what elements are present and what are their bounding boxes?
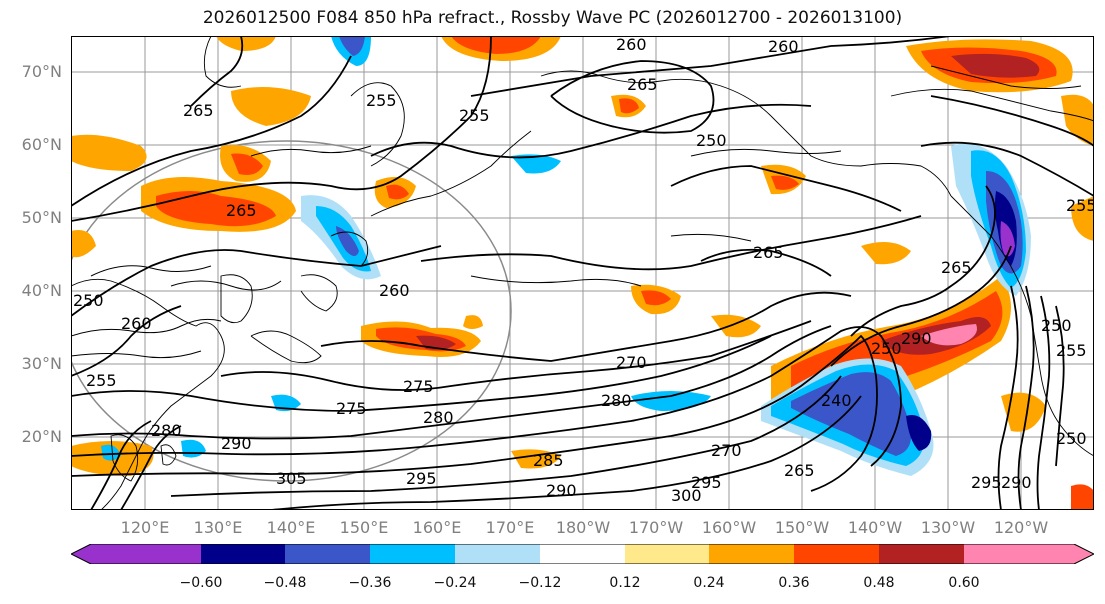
contour-lines-thin <box>71 65 1082 359</box>
colorbar-segment <box>879 544 964 564</box>
contour-lines <box>71 36 1094 510</box>
colorbar-segment <box>625 544 709 564</box>
colorbar-tick-label: −0.36 <box>348 575 392 591</box>
contour-label: 285 <box>533 451 564 470</box>
contour-label: 275 <box>403 377 434 396</box>
contour-label: 305 <box>276 469 307 488</box>
lon-label-150w: 150°W <box>774 518 830 537</box>
map-panel: 260 260 265 265 255 255 250 265 260 265 … <box>71 36 1094 510</box>
contour-label: 240 <box>821 391 852 410</box>
contour-label: 260 <box>121 314 152 333</box>
contour-label: 255 <box>366 91 397 110</box>
contour-label: 295 <box>691 473 722 492</box>
lon-label-140e: 140°E <box>266 518 316 537</box>
colorbar-tick-label: −0.24 <box>433 575 477 591</box>
contour-label: 255 <box>86 371 117 390</box>
colorbar-segment <box>285 544 370 564</box>
reference-circle <box>71 140 512 482</box>
colorbar-tick-label: −0.48 <box>263 575 307 591</box>
contour-label: 265 <box>627 75 658 94</box>
colorbar-tick-label: −0.12 <box>518 575 562 591</box>
contour-label: 250 <box>871 339 902 358</box>
lon-label-130e: 130°E <box>193 518 243 537</box>
colorbar-segment <box>370 544 455 564</box>
contour-labels: 260 260 265 265 255 255 250 265 260 265 … <box>73 36 1094 505</box>
colorbar-tick-label: 0.60 <box>948 575 980 591</box>
lat-label-40n: 40°N <box>21 281 62 300</box>
contour-label: 255 <box>1056 341 1087 360</box>
contour-label: 250 <box>1056 429 1087 448</box>
lon-label-130w: 130°W <box>920 518 976 537</box>
lon-label-160e: 160°E <box>412 518 462 537</box>
lon-label-180w: 180°W <box>555 518 611 537</box>
contour-label: 270 <box>711 441 742 460</box>
colorbar-tick-label: 0.24 <box>693 575 725 591</box>
contour-label: 265 <box>753 243 784 262</box>
contour-label: 290 <box>221 434 252 453</box>
colorbar-segment <box>709 544 794 564</box>
contour-label: 250 <box>1041 316 1072 335</box>
contour-label: 255 <box>1066 196 1094 215</box>
colorbar-segment <box>964 544 1094 564</box>
contour-label: 260 <box>379 281 410 300</box>
colorbar-tick-label: 0.48 <box>863 575 895 591</box>
contour-label: 250 <box>73 291 104 310</box>
anomaly-shading <box>71 36 1094 510</box>
colorbar-segment <box>71 544 201 564</box>
contour-label: 290 <box>901 329 932 348</box>
contour-label: 265 <box>941 258 972 277</box>
contour-label: 265 <box>183 101 214 120</box>
contour-label: 280 <box>423 408 454 427</box>
contour-label: 295 <box>971 473 1002 492</box>
colorbar-segment <box>794 544 879 564</box>
map-canvas: 260 260 265 265 255 255 250 265 260 265 … <box>71 36 1094 510</box>
lon-label-150e: 150°E <box>339 518 389 537</box>
contour-label: 270 <box>616 353 647 372</box>
lat-label-20n: 20°N <box>21 427 62 446</box>
lat-label-60n: 60°N <box>21 135 62 154</box>
lat-label-50n: 50°N <box>21 208 62 227</box>
contour-label: 290 <box>1001 473 1032 492</box>
colorbar-segment <box>540 544 625 564</box>
colorbar-segment <box>455 544 540 564</box>
contour-label: 290 <box>546 481 577 500</box>
colorbar <box>71 544 1094 564</box>
lon-label-140w: 140°W <box>847 518 903 537</box>
contour-label: 265 <box>226 201 257 220</box>
lat-label-30n: 30°N <box>21 354 62 373</box>
contour-label: 300 <box>671 486 702 505</box>
colorbar-tick-label: 0.36 <box>778 575 810 591</box>
colorbar-segment <box>201 544 285 564</box>
lon-label-170w: 170°W <box>628 518 684 537</box>
contour-label: 250 <box>696 131 727 150</box>
lon-label-160w: 160°W <box>701 518 757 537</box>
contour-label: 260 <box>616 36 647 54</box>
contour-label: 295 <box>406 469 437 488</box>
colorbar-tick-label: −0.60 <box>179 575 223 591</box>
contour-label: 255 <box>459 106 490 125</box>
contour-label: 265 <box>784 461 815 480</box>
contour-label: 275 <box>336 399 367 418</box>
lon-label-120w: 120°W <box>993 518 1049 537</box>
colorbar-tick-label: 0.12 <box>609 575 641 591</box>
chart-title: 2026012500 F084 850 hPa refract., Rossby… <box>202 8 903 28</box>
lat-label-70n: 70°N <box>21 62 62 81</box>
lon-label-120e: 120°E <box>120 518 170 537</box>
contour-label: 260 <box>768 37 799 56</box>
contour-label: 280 <box>601 391 632 410</box>
lon-label-170e: 170°E <box>485 518 535 537</box>
contour-label: 280 <box>151 421 182 440</box>
coastlines <box>71 36 1094 510</box>
